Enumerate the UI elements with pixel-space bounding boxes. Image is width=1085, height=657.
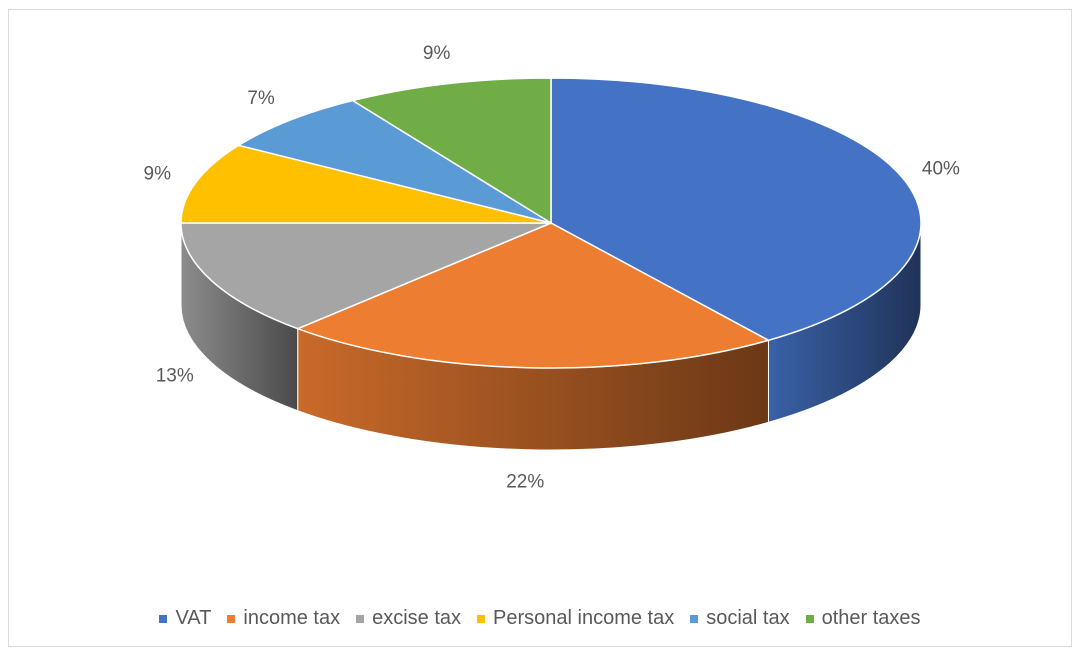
data-label-personal-income-tax: 9% bbox=[144, 164, 172, 185]
legend-item-other-taxes: other taxes bbox=[805, 607, 921, 630]
pie-slice-excise-tax bbox=[180, 222, 552, 330]
data-label-vat: 40% bbox=[922, 158, 960, 179]
pie-slice-social-tax bbox=[236, 99, 552, 224]
legend-swatch bbox=[227, 614, 236, 623]
legend-label: social tax bbox=[706, 607, 790, 629]
pie-sides bbox=[180, 222, 922, 451]
data-labels: 40% 22% 13% 9% 7% 9% bbox=[144, 43, 961, 493]
pie-chart: 40% 22% 13% 9% 7% 9% bbox=[144, 43, 961, 493]
legend-label: excise tax bbox=[372, 607, 462, 629]
pie-slice-other-taxes bbox=[350, 77, 552, 225]
legend-item-vat: VAT bbox=[159, 607, 211, 630]
data-label-other-taxes: 9% bbox=[423, 43, 451, 64]
legend-label: VAT bbox=[175, 607, 212, 629]
legend-swatch bbox=[690, 614, 699, 623]
legend-label: Personal income tax bbox=[493, 607, 675, 629]
legend-item-social-tax: social tax bbox=[690, 607, 790, 630]
legend-label: other taxes bbox=[821, 607, 921, 629]
data-label-income-tax: 22% bbox=[506, 472, 544, 493]
legend-swatch bbox=[356, 614, 365, 623]
legend-item-excise-tax: excise tax bbox=[356, 607, 461, 630]
data-label-excise-tax: 13% bbox=[156, 365, 194, 386]
data-label-social-tax: 7% bbox=[247, 88, 275, 109]
pie-slice-personal-income-tax bbox=[180, 144, 552, 224]
pie-slices bbox=[180, 77, 922, 369]
pie-slice-vat bbox=[550, 77, 922, 342]
chart-frame: 40% 22% 13% 9% 7% 9% VAT income tax excise tax P… bbox=[8, 9, 1072, 647]
legend-swatch bbox=[477, 614, 486, 623]
legend-label: income tax bbox=[243, 607, 341, 629]
legend-swatch bbox=[805, 614, 814, 623]
legend-item-personal-income-tax: Personal income tax bbox=[477, 607, 674, 630]
legend-swatch bbox=[159, 614, 168, 623]
pie-slice-income-tax bbox=[295, 222, 771, 369]
legend-item-income-tax: income tax bbox=[227, 607, 340, 630]
legend: VAT income tax excise tax Personal income t… bbox=[9, 607, 1071, 630]
